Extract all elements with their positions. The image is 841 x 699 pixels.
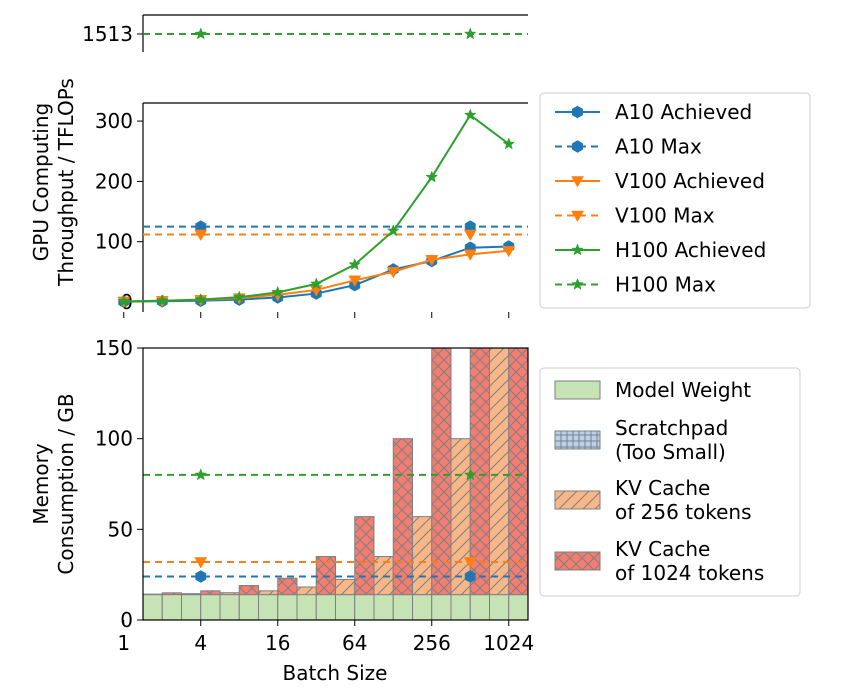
memory-y-tick-label: 50 (108, 517, 133, 541)
bar-model-weight (355, 595, 374, 620)
capacity-marker-a10 (196, 570, 206, 582)
bar-kv-256-hatch (182, 594, 201, 595)
bar-kv-1024-hatch (432, 283, 451, 595)
bar-model-weight (393, 595, 412, 620)
bar-kv-256-hatch (220, 593, 239, 595)
lower-y-tick-label: 100 (95, 230, 133, 254)
throughput-upper-panel: 1513 (82, 15, 528, 52)
bar-kv-1024-hatch (355, 517, 374, 595)
throughput-ylabel-line2: Throughput / TFLOPs (54, 78, 78, 287)
bar-kv-1024-hatch (509, 0, 528, 595)
memory-y-tick-label: 0 (120, 608, 133, 632)
lower-y-tick-label: 300 (95, 109, 133, 133)
memory-ylabel: Memory Consumption / GB (29, 393, 78, 574)
memory-bars (105, 0, 529, 620)
legend-label: Model Weight (615, 378, 751, 402)
memory-legend: Model Weight Scratchpad(Too Small) KV Cach… (540, 368, 800, 596)
series-a10-achieved (119, 241, 514, 308)
x-tick-label: 16 (265, 631, 290, 655)
bar-kv-1024-hatch (162, 593, 181, 595)
bar-model-weight (451, 595, 470, 620)
x-axis-label: Batch Size (283, 661, 388, 685)
bar-model-weight (490, 595, 509, 620)
legend-label: H100 Max (615, 273, 716, 297)
legend-label: Scratchpad (615, 416, 728, 440)
legend-label: of 1024 tokens (615, 561, 764, 585)
legend-label: (Too Small) (615, 440, 726, 464)
legend-label: V100 Achieved (615, 169, 765, 193)
bar-model-weight (470, 595, 489, 620)
achieved-point-4 (503, 138, 514, 149)
legend-label: H100 Achieved (615, 238, 766, 262)
bar-kv-256-hatch (451, 439, 470, 595)
achieved-point-4 (426, 171, 437, 182)
legend-label: A10 Max (615, 135, 702, 159)
bar-model-weight (297, 595, 316, 620)
bar-kv-1024 (124, 594, 143, 595)
x-tick-label: 1 (117, 631, 130, 655)
bar-kv-1024-hatch (239, 586, 258, 595)
throughput-legend: A10 Achieved A10 Max V100 Achieved V100 Max… (540, 93, 810, 308)
legend-label: KV Cache (615, 476, 710, 500)
lower-y-tick-label: 200 (95, 169, 133, 193)
bar-model-weight (220, 595, 239, 620)
legend-swatch-hatch (555, 431, 600, 449)
bar-model-weight (432, 595, 451, 620)
bar-model-weight (316, 595, 335, 620)
bar-kv-256-hatch (413, 517, 432, 595)
bar-kv-1024-hatch (124, 594, 143, 595)
throughput-ylabel-line1: GPU Computing (29, 103, 53, 261)
legend-label: KV Cache (615, 537, 710, 561)
bar-kv-1024-hatch (470, 0, 489, 595)
bar-kv-256-hatch (259, 591, 278, 595)
memory-y-tick-label: 100 (95, 427, 133, 451)
bar-model-weight (509, 595, 528, 620)
series-h100-achieved (118, 109, 514, 306)
bar-kv-1024-hatch (393, 439, 412, 595)
x-tick-label: 4 (194, 631, 207, 655)
capacity-marker-h100 (195, 469, 206, 480)
memory-ylabel-line1: Memory (29, 443, 53, 525)
legend-label: A10 Achieved (615, 100, 752, 124)
max-marker-3 (464, 230, 476, 241)
throughput-ylabel: GPU Computing Throughput / TFLOPs (29, 78, 78, 287)
bar-kv-1024-hatch (278, 578, 297, 594)
bar-model-weight (413, 595, 432, 620)
bar-kv-256-hatch (490, 283, 509, 595)
bar-model-weight (182, 595, 201, 620)
series-v100-max (143, 230, 528, 241)
achieved-line-4 (124, 115, 509, 301)
max-marker-5 (195, 28, 206, 39)
bar-kv-1024-hatch (201, 591, 220, 595)
bar-model-weight (374, 595, 393, 620)
legend-label: V100 Max (615, 204, 715, 228)
throughput-lower-panel: 0100200300 (95, 103, 528, 318)
bar-model-weight (201, 595, 220, 620)
memory-ylabel-line2: Consumption / GB (54, 393, 78, 574)
x-tick-label: 256 (413, 631, 451, 655)
memory-panel: 0 50 100 150 1 4 16 64 256 1024 (95, 0, 534, 655)
max-marker-5 (465, 28, 476, 39)
legend-swatch-hatch (555, 552, 600, 570)
bar-model-weight (143, 595, 162, 620)
bar-model-weight (336, 595, 355, 620)
legend-label: of 256 tokens (615, 500, 752, 524)
bar-model-weight (259, 595, 278, 620)
bar-kv-256-hatch (297, 587, 316, 595)
bar-kv-256-hatch (336, 579, 355, 594)
memory-y-tick-label: 150 (95, 336, 133, 360)
bar-model-weight (278, 595, 297, 620)
x-tick-label: 64 (342, 631, 367, 655)
bar-model-weight (239, 595, 258, 620)
legend-swatch (555, 381, 600, 399)
legend-swatch-hatch (555, 491, 600, 509)
x-tick-label: 1024 (483, 631, 534, 655)
upper-y-tick-label: 1513 (82, 22, 133, 46)
bar-model-weight (162, 595, 181, 620)
